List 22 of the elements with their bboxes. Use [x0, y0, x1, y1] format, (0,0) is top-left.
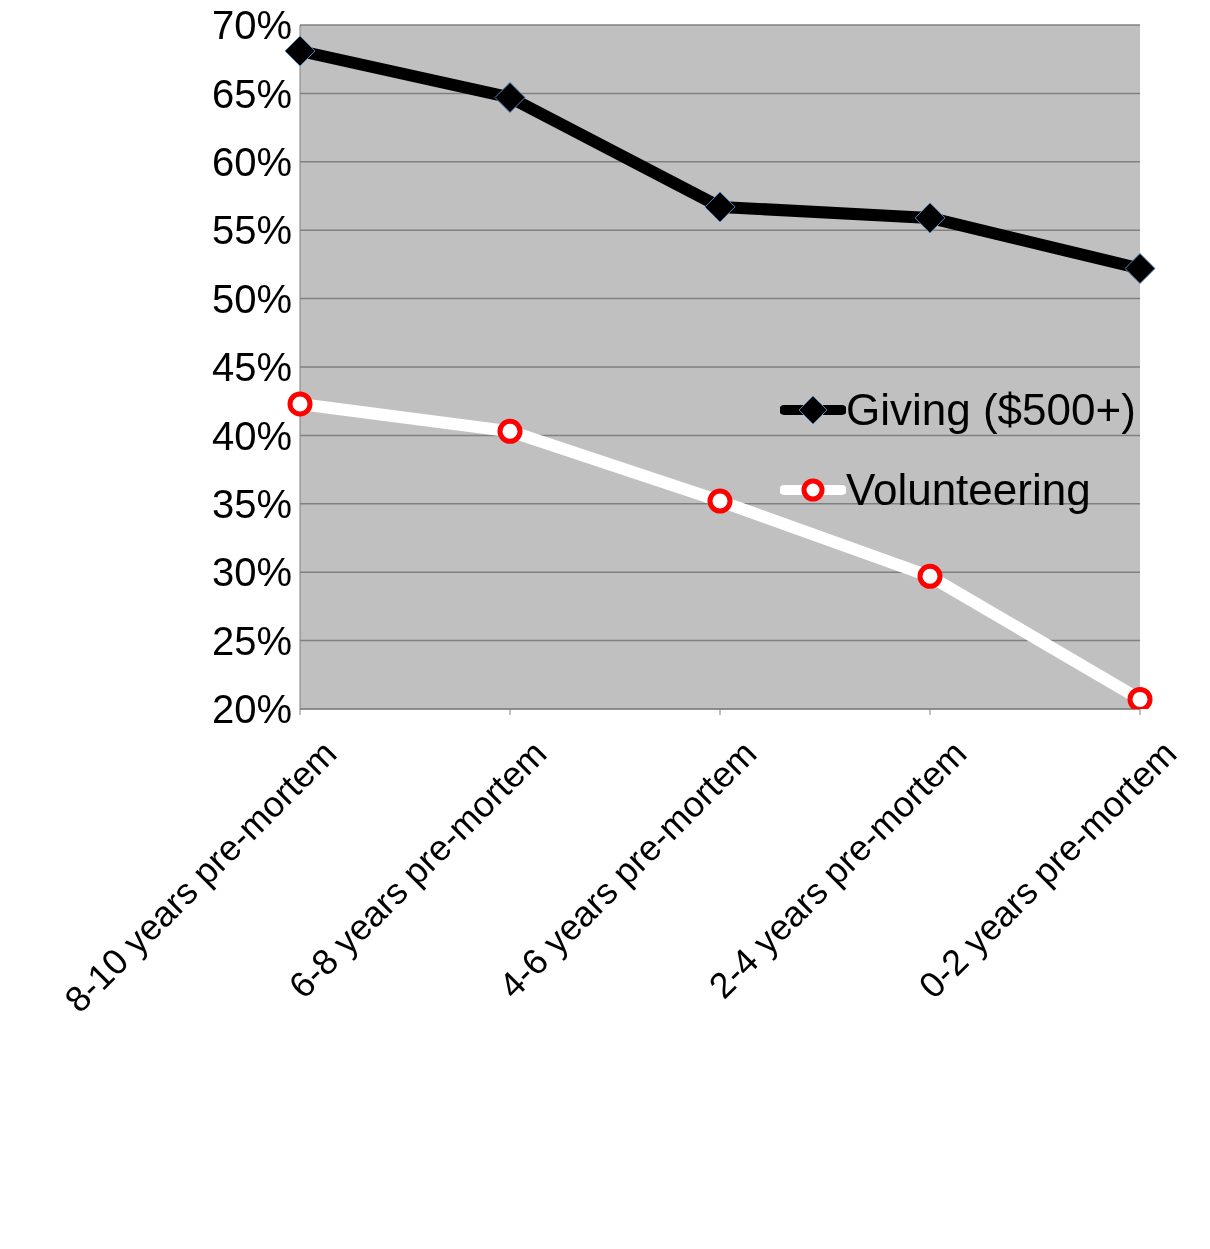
legend-label: Volunteering — [846, 465, 1091, 515]
y-tick-label: 45% — [211, 345, 292, 390]
point — [704, 191, 736, 223]
y-tick-label: 50% — [211, 276, 292, 321]
y-tick-label: 60% — [211, 140, 292, 184]
point — [1124, 253, 1156, 284]
point — [497, 418, 523, 444]
y-tick-label: 25% — [211, 618, 292, 663]
y-tick-label: 65% — [211, 71, 292, 116]
y-tick-label: 40% — [211, 413, 292, 458]
point — [917, 563, 943, 589]
point — [1127, 686, 1153, 709]
point — [287, 391, 313, 417]
legend-label: Giving ($500+) — [846, 385, 1136, 435]
y-tick-label: 30% — [211, 550, 292, 595]
point — [914, 202, 946, 234]
point — [707, 488, 733, 514]
y-tick-label: 55% — [211, 208, 292, 253]
point — [494, 82, 526, 113]
y-tick-label: 35% — [211, 482, 292, 526]
y-tick-label: 20% — [211, 687, 292, 732]
y-tick-label: 70% — [211, 3, 292, 48]
